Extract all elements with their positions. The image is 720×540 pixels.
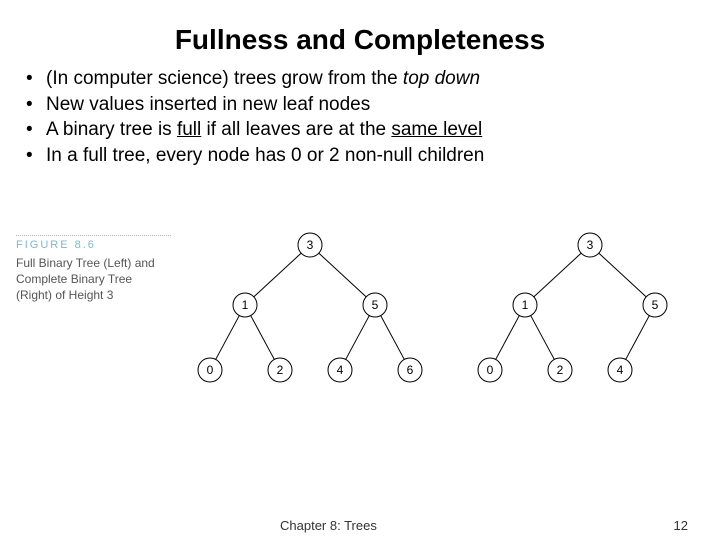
svg-text:4: 4 [617, 363, 624, 377]
figure-label: FIGURE 8.6 [16, 235, 171, 251]
svg-text:0: 0 [487, 363, 494, 377]
svg-text:0: 0 [207, 363, 214, 377]
bullet-text: (In computer science) trees grow from th… [46, 68, 403, 89]
svg-text:2: 2 [557, 363, 564, 377]
svg-text:1: 1 [522, 298, 529, 312]
bullet-item: New values inserted in new leaf nodes [26, 92, 720, 118]
svg-text:5: 5 [652, 298, 659, 312]
figure-caption: FIGURE 8.6 Full Binary Tree (Left) and C… [16, 235, 171, 304]
svg-text:1: 1 [242, 298, 249, 312]
svg-text:5: 5 [372, 298, 379, 312]
footer-chapter: Chapter 8: Trees [280, 518, 377, 533]
bullet-text: In a full tree, every node has 0 or 2 no… [46, 145, 484, 166]
bullet-text: if all leaves are at the [201, 119, 391, 140]
bullet-item: A binary tree is full if all leaves are … [26, 117, 720, 143]
svg-text:2: 2 [277, 363, 284, 377]
tree-diagram: 3 1 5 0 2 4 6 3 1 5 0 2 4 [175, 225, 715, 460]
bullet-text: A binary tree is [46, 119, 177, 140]
slide-title: Fullness and Completeness [0, 0, 720, 66]
bullet-em: full [177, 119, 201, 140]
figure-area: FIGURE 8.6 Full Binary Tree (Left) and C… [0, 225, 720, 460]
bullet-em: same level [391, 119, 482, 140]
bullet-item: (In computer science) trees grow from th… [26, 66, 720, 92]
figure-caption-line: Complete Binary Tree [16, 272, 132, 286]
bullet-list: (In computer science) trees grow from th… [0, 66, 720, 169]
bullet-item: In a full tree, every node has 0 or 2 no… [26, 143, 720, 169]
svg-text:4: 4 [337, 363, 344, 377]
footer-page-number: 12 [674, 518, 688, 533]
svg-text:3: 3 [307, 238, 314, 252]
svg-text:3: 3 [587, 238, 594, 252]
figure-caption-line: Full Binary Tree (Left) and [16, 256, 155, 270]
figure-caption-line: (Right) of Height 3 [16, 288, 113, 302]
bullet-text: New values inserted in new leaf nodes [46, 94, 370, 115]
bullet-em: top down [403, 68, 480, 89]
svg-text:6: 6 [407, 363, 414, 377]
